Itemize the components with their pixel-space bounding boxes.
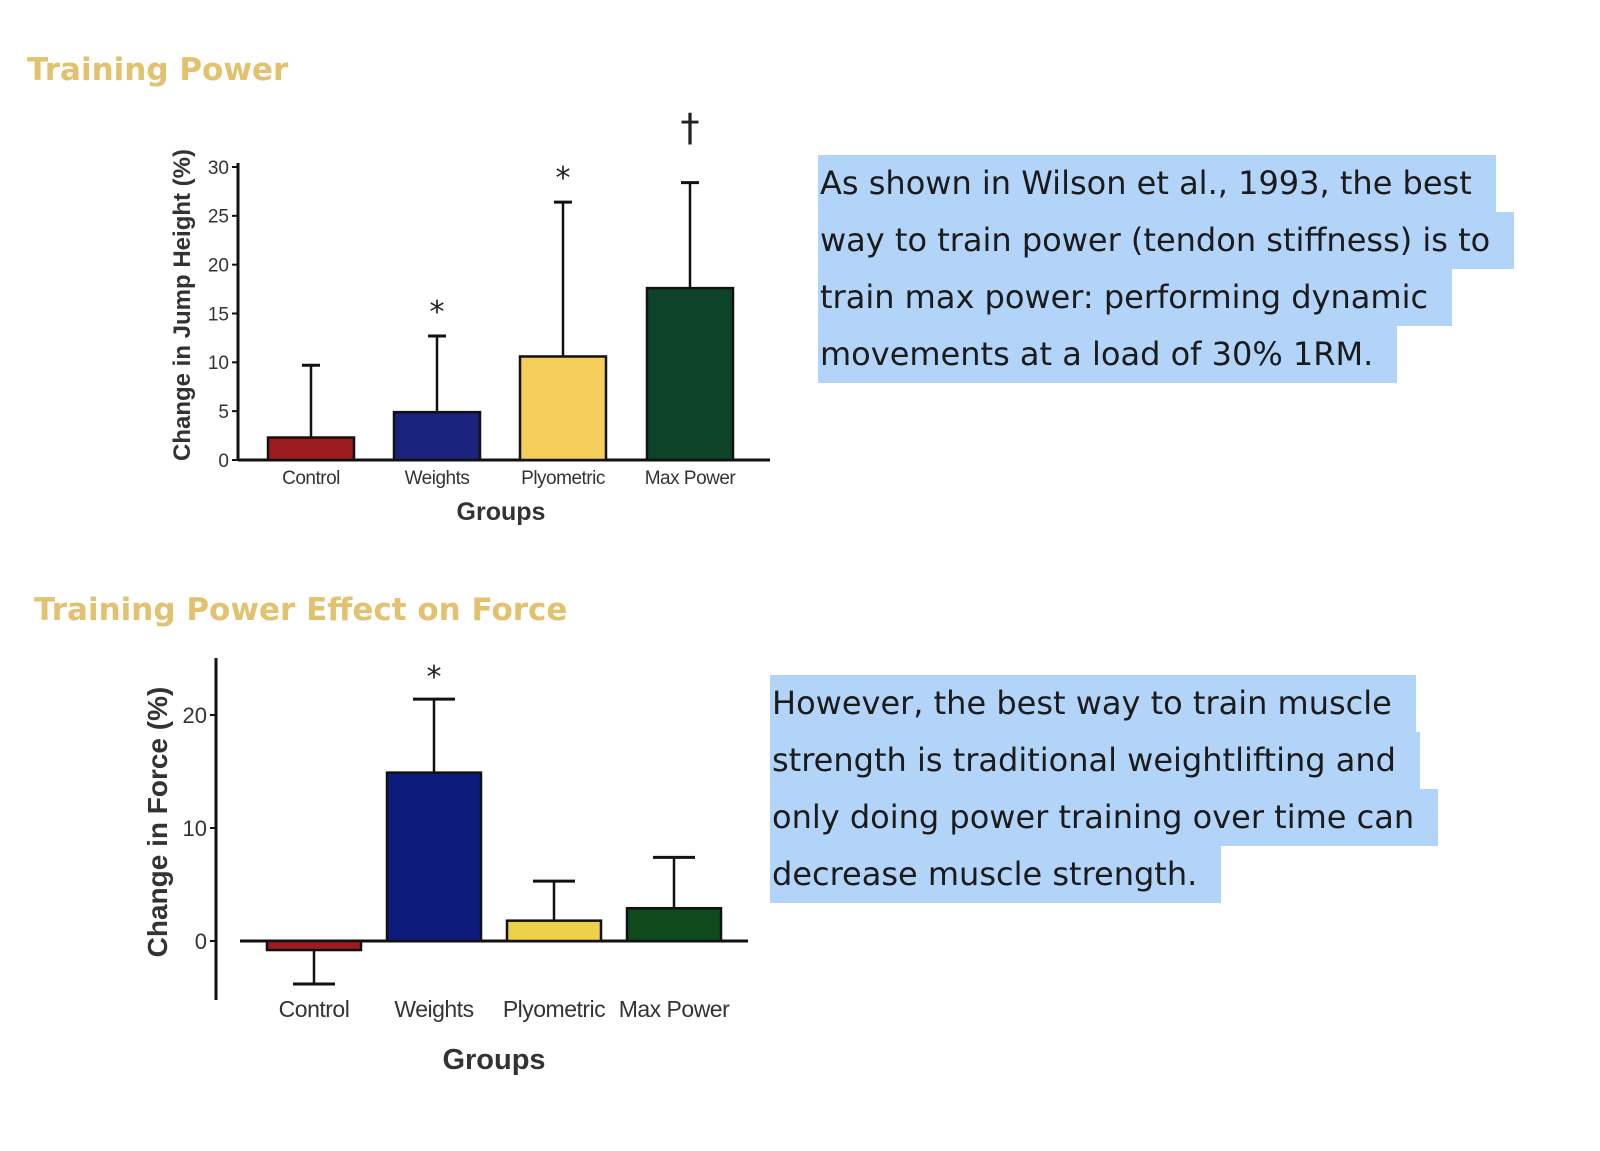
note-2-line: decrease muscle strength. <box>770 846 1222 903</box>
note-2-line: only doing power training over time can <box>770 789 1439 846</box>
force-change-chart: 0 10 20 Control * Weights Plyometric Max Power G… <box>142 658 748 1076</box>
x-axis-title: Groups <box>442 1044 545 1076</box>
y-tick-label: 10 <box>208 353 229 374</box>
note-1-line: train max power: performing dynamic <box>818 269 1453 326</box>
note-1-line: way to train power (tendon stiffness) is… <box>818 212 1515 269</box>
significance-marker: * <box>430 295 445 330</box>
bar <box>505 919 603 943</box>
note-power-training: As shown in Wilson et al., 1993, the bes… <box>818 155 1515 383</box>
y-tick-label: 20 <box>208 256 229 277</box>
category-label: Weights <box>405 468 470 489</box>
y-tick-label: 15 <box>208 304 229 325</box>
y-tick-label: 10 <box>183 816 207 841</box>
bar <box>266 436 356 462</box>
significance-marker: † <box>681 106 700 150</box>
category-label: Plyometric <box>521 468 605 489</box>
note-2-line: strength is traditional weightlifting an… <box>770 732 1420 789</box>
category-label: Plyometric <box>503 996 605 1022</box>
bar <box>645 286 735 462</box>
note-1-line: As shown in Wilson et al., 1993, the bes… <box>818 155 1496 212</box>
y-axis-title: Change in Force (%) <box>142 687 173 958</box>
jump-height-chart: 0 5 10 15 20 25 30 Control * Weights * Plyometric † M… <box>169 106 770 526</box>
y-tick-label: 0 <box>218 451 229 472</box>
y-tick-label: 5 <box>218 402 229 423</box>
y-tick-label: 20 <box>183 703 207 728</box>
category-label: Weights <box>394 996 473 1022</box>
note-strength-training: However, the best way to train muscle st… <box>770 675 1439 903</box>
significance-marker: * <box>427 660 442 695</box>
bar <box>265 939 363 952</box>
chart-2-section-title: Training Power Effect on Force <box>34 592 568 628</box>
y-tick-label: 0 <box>195 929 207 954</box>
bar <box>385 771 483 943</box>
bar <box>392 410 482 462</box>
note-2-line: However, the best way to train muscle <box>770 675 1416 732</box>
bar <box>625 906 723 943</box>
category-label: Control <box>279 996 350 1022</box>
category-label: Control <box>282 468 340 489</box>
x-axis-title: Groups <box>457 498 546 526</box>
y-tick-label: 30 <box>208 158 229 179</box>
y-axis-title: Change in Jump Height (%) <box>169 149 196 461</box>
significance-marker: * <box>556 161 571 196</box>
bar <box>518 355 608 462</box>
y-tick-label: 25 <box>208 207 229 228</box>
category-label: Max Power <box>645 468 737 489</box>
chart-1-section-title: Training Power <box>27 52 289 88</box>
note-1-line: movements at a load of 30% 1RM. <box>818 326 1398 383</box>
category-label: Max Power <box>619 996 730 1022</box>
